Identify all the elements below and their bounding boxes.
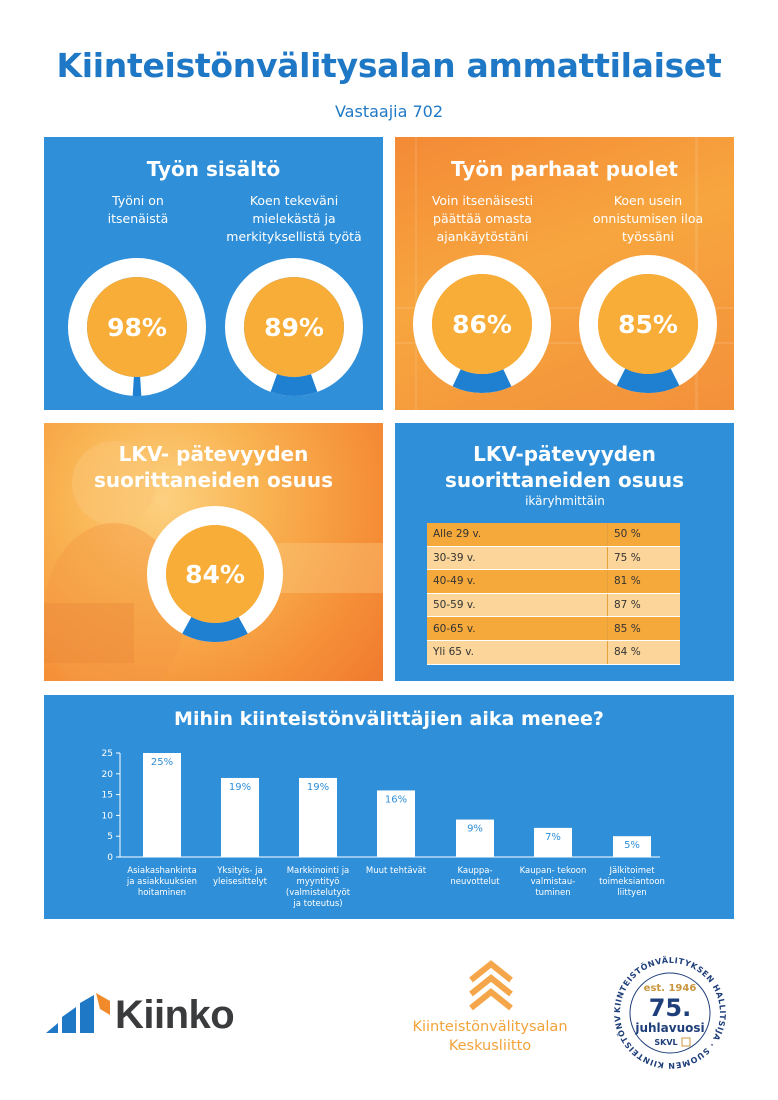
- donut-remainder-segment: [68, 258, 206, 396]
- page-title: Kiinteistönvälitysalan ammattilaiset: [56, 46, 722, 85]
- panel-title-lkv-ika-line2: suorittaneiden osuus: [445, 468, 684, 492]
- age-value-cell: 85 %: [607, 616, 680, 641]
- decorative-stripe: [395, 307, 734, 309]
- panel-parhaat-puolet: Työn parhaat puolet Voin itsenäisesti pä…: [395, 137, 734, 410]
- kvk-logo-icon: [469, 960, 513, 1011]
- donut-remainder-segment: [224, 258, 363, 396]
- age-group-cell: Alle 29 v.: [427, 523, 608, 547]
- donut-inner-disc: [244, 277, 344, 377]
- kvk-name-line2: Keskusliitto: [448, 1038, 532, 1054]
- panel-title-lkv-ika-line1: LKV-pätevyyden: [473, 442, 656, 466]
- donut-value-label: 86%: [452, 310, 512, 339]
- kvk-logo-text: Kiinteistönvälitysalan Keskusliitto: [400, 1018, 580, 1056]
- seal-est: est. 1946: [644, 983, 697, 994]
- age-group-cell: 30-39 v.: [427, 546, 608, 571]
- age-value-cell: 81 %: [607, 569, 680, 594]
- label-onnistuminen: Koen usein onnistumisen iloa työssäni: [592, 193, 704, 244]
- donut-chart-itsenaista: 98%: [68, 258, 206, 396]
- donut-inner-disc: [87, 277, 187, 377]
- table-row: 50-59 v. 87 %: [427, 593, 680, 618]
- label-itsenaista: Työni on itsenäistä: [107, 193, 169, 226]
- panel-title-parhaat-puolet: Työn parhaat puolet: [451, 157, 678, 181]
- x-tick-label: Muut tehtävät: [365, 866, 427, 876]
- panel-subtitle-ikaryhmittain: ikäryhmittäin: [525, 494, 605, 508]
- label-ajankaytto: Voin itsenäisesti päättää omasta ajankäy…: [431, 193, 534, 244]
- x-tick-label: Kaupan- tekoon valmistau- tuminen: [519, 866, 587, 898]
- donut-value-label: 98%: [107, 313, 167, 342]
- kiinko-logo-icon: [46, 993, 110, 1033]
- photo-silhouette: [44, 441, 383, 681]
- decorative-stripe: [695, 137, 698, 410]
- chart-title: Mihin kiinteistönvälittäjien aika menee?: [174, 708, 604, 730]
- donut-chart-ajankaytto: 86%: [412, 255, 551, 393]
- age-group-table: Alle 29 v. 50 % 30-39 v. 75 % 40-49 v. 81 %…: [427, 523, 680, 665]
- seal-house-icon: [681, 1037, 691, 1047]
- donut-remainder-segment: [412, 255, 551, 393]
- table-row: 30-39 v. 75 %: [427, 546, 680, 571]
- age-group-cell: 60-65 v.: [427, 616, 608, 641]
- donut-inner-disc: [432, 274, 532, 374]
- respondent-count: Vastaajia 702: [334, 102, 444, 121]
- table-row: 60-65 v. 85 %: [427, 616, 680, 641]
- panel-title-lkv-osuus-line2: suorittaneiden osuus: [94, 468, 333, 492]
- panel-title-lkv-osuus-line1: LKV- pätevyyden: [118, 442, 309, 466]
- age-group-cell: Yli 65 v.: [427, 640, 608, 665]
- age-value-cell: 50 %: [607, 523, 680, 547]
- panel-tyon-sisalto: Työn sisältö Työni on itsenäistä Koen te…: [44, 137, 383, 410]
- x-tick-label: Kauppa- neuvottelut: [450, 866, 500, 887]
- x-tick-label: Yksityis- ja yleisesittelyt: [212, 866, 268, 887]
- age-value-cell: 75 %: [607, 546, 680, 571]
- skvl-seal: KIINTEISTÖNVÄLITYKSEN HALLITSIJA · SUOME…: [610, 953, 729, 1072]
- age-group-cell: 50-59 v.: [427, 593, 608, 618]
- donut-value-label: 85%: [618, 310, 678, 339]
- panel-title-tyon-sisalto: Työn sisältö: [146, 157, 281, 181]
- decorative-stripe: [395, 342, 734, 344]
- x-tick-label: Asiakashankinta ja asiakkuuksien hoitami…: [126, 866, 198, 898]
- table-row: Yli 65 v. 84 %: [427, 640, 680, 665]
- donut-chart-lkv-osuus: 84%: [147, 506, 283, 642]
- donut-value-label: 84%: [185, 560, 245, 589]
- label-mielekasta: Koen tekeväni mielekästä ja merkityksell…: [226, 193, 362, 244]
- seal-juhlavuosi: juhlavuosi: [634, 1021, 704, 1035]
- age-group-cell: 40-49 v.: [427, 569, 608, 594]
- donut-chart-mielekasta: 89%: [224, 258, 363, 396]
- x-tick-label: Jälkitoimet toimeksiantoon liittyen: [599, 866, 665, 898]
- decorative-stripe: [415, 137, 417, 410]
- x-tick-label: Markkinointi ja myyntityö (valmistelutyö…: [285, 866, 351, 909]
- kvk-name-line1: Kiinteistönvälitysalan: [412, 1019, 568, 1035]
- age-value-cell: 84 %: [607, 640, 680, 665]
- table-row: Alle 29 v. 50 %: [427, 523, 680, 547]
- table-row: 40-49 v. 81 %: [427, 569, 680, 594]
- seal-75: 75.: [649, 994, 692, 1022]
- age-value-cell: 87 %: [607, 593, 680, 618]
- donut-value-label: 89%: [264, 313, 324, 342]
- donut-inner-disc: [166, 525, 264, 623]
- kiinko-logo-text: Kiinko: [115, 993, 235, 1037]
- seal-skvl: SKVL: [654, 1038, 677, 1047]
- donut-inner-disc: [598, 274, 698, 374]
- donut-chart-onnistuminen: 85%: [579, 255, 717, 393]
- panel-lkv-osuus: LKV- pätevyyden suorittaneiden osuus 84%: [44, 423, 383, 681]
